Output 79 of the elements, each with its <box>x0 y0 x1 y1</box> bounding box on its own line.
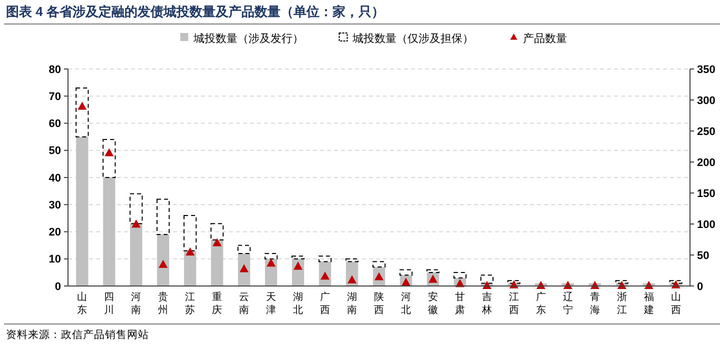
y2-tick-label: 350 <box>697 64 716 76</box>
bar <box>76 87 89 138</box>
legend-label: 产品数量 <box>522 32 567 45</box>
bar <box>211 240 224 286</box>
x-tick-label: 福建 <box>642 291 654 316</box>
chart-title: 图表 4 各省涉及定融的发债城投数量及产品数量（单位：家，只） <box>6 4 384 19</box>
point <box>266 258 276 267</box>
bar <box>318 256 332 262</box>
bar <box>291 256 305 260</box>
x-tick-label: 广东 <box>536 291 546 316</box>
x-tick-label: 陕西 <box>374 291 384 316</box>
x-tick-label: 贵州 <box>158 291 168 316</box>
y2-tick-label: 100 <box>697 218 716 231</box>
bar <box>615 280 628 284</box>
legend-label: 城投数量（涉及发行） <box>192 32 304 45</box>
x-tick-label: 浙江 <box>616 291 627 316</box>
y2-tick-label: 200 <box>697 156 716 169</box>
point <box>104 148 114 156</box>
x-tick-label: 江苏 <box>185 291 196 316</box>
y-tick-label: 40 <box>48 172 61 184</box>
y-tick-label: 50 <box>48 145 61 158</box>
bar <box>157 234 170 286</box>
bar <box>156 198 170 235</box>
bar <box>399 269 413 276</box>
bar <box>426 269 440 273</box>
y-tick-label: 20 <box>48 226 61 239</box>
bar <box>480 274 494 284</box>
y2-tick-label: 0 <box>697 280 704 293</box>
bar <box>130 224 142 286</box>
x-tick-label: 湖北 <box>293 291 304 316</box>
bar <box>507 280 520 284</box>
x-tick-label: 吉林 <box>480 291 492 316</box>
y2-tick-label: 300 <box>697 94 716 107</box>
bar <box>130 193 143 224</box>
bar <box>210 223 224 240</box>
bar <box>76 136 88 286</box>
bar <box>372 261 386 268</box>
text: 资料来源：政信产品销售网站 <box>6 328 149 341</box>
bar <box>103 178 116 286</box>
point <box>132 220 141 228</box>
x-tick-label: 天津 <box>266 292 276 316</box>
y-tick-label: 80 <box>48 64 61 76</box>
y-tick-label: 60 <box>48 118 61 130</box>
x-tick-label: 重庆 <box>212 291 222 316</box>
x-tick-label: 河北 <box>400 291 411 316</box>
bar <box>669 280 682 284</box>
bar <box>184 214 197 252</box>
point <box>212 238 222 246</box>
x-tick-label: 江西 <box>508 291 519 316</box>
y-tick-label: 10 <box>48 254 61 266</box>
x-tick-label: 广西 <box>320 291 330 316</box>
y-tick-label: 0 <box>54 280 61 293</box>
x-tick-label: 云南 <box>239 292 250 316</box>
bar <box>184 250 196 286</box>
y2-tick-label: 150 <box>697 188 716 200</box>
x-tick-label: 四川 <box>104 292 114 316</box>
x-tick-label: 湖南 <box>347 291 358 316</box>
y2-tick-label: 50 <box>697 250 710 262</box>
y2-tick-label: 250 <box>697 126 716 138</box>
x-tick-label: 山西 <box>670 291 681 316</box>
x-tick-label: 辽宁 <box>562 291 573 316</box>
point <box>78 102 87 110</box>
x-tick-label: 山东 <box>77 291 88 316</box>
x-tick-label: 安徽 <box>428 291 438 316</box>
x-tick-label: 青海 <box>590 291 600 316</box>
bar <box>345 258 359 262</box>
legend-label: 城投数量（仅涉及担保） <box>351 32 474 45</box>
point <box>348 275 357 284</box>
point <box>158 260 168 268</box>
x-tick-label: 甘肃 <box>454 291 465 316</box>
point <box>186 247 195 256</box>
point <box>294 262 303 270</box>
x-tick-label: 河南 <box>131 291 142 316</box>
bar <box>453 272 467 278</box>
bar <box>238 244 251 254</box>
y-tick-label: 70 <box>48 90 61 103</box>
y-tick-label: 30 <box>48 199 61 212</box>
bar <box>102 139 116 178</box>
bar <box>264 252 278 260</box>
